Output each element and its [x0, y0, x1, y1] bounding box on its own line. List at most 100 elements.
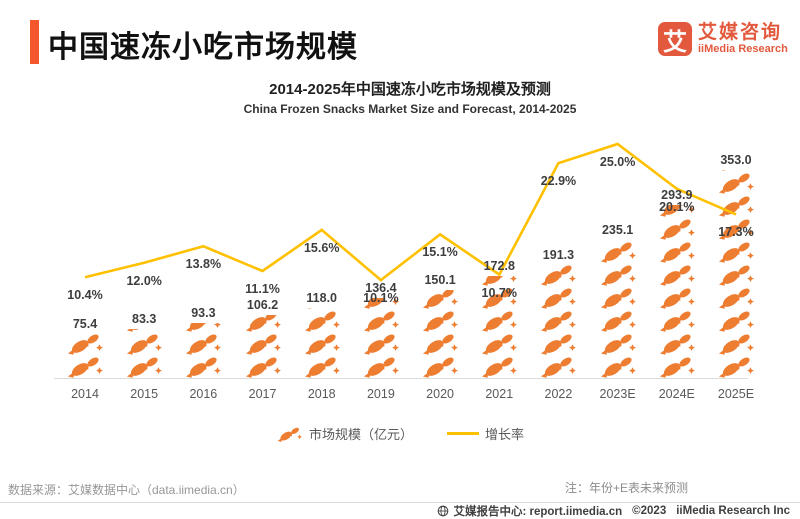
pictogram-icon-slot	[303, 308, 341, 310]
pictogram-icon-slot	[362, 355, 400, 378]
pictogram-icon-slot	[66, 355, 104, 378]
pictogram-icon-slot	[480, 332, 518, 356]
pictogram-icon-slot	[184, 332, 222, 356]
iimedia-logo-text: 艾媒咨询 iiMedia Research	[698, 22, 788, 56]
bar-value-label: 150.1	[424, 272, 456, 287]
frozen-snack-icon	[718, 355, 754, 378]
frozen-snack-icon	[600, 309, 636, 333]
frozen-snack-icon	[363, 332, 399, 356]
report-center-text: 艾媒报告中心: report.iimedia.cn	[453, 506, 623, 518]
frozen-snack-icon	[718, 332, 754, 356]
pictogram-icon-slot	[658, 217, 696, 241]
pictogram-icon-slot	[658, 286, 696, 310]
pictogram-icon-slot	[717, 286, 755, 310]
frozen-snack-icon	[482, 276, 518, 287]
frozen-snack-icon	[482, 309, 518, 333]
growth-rate-label: 10.1%	[363, 291, 399, 306]
frozen-snack-icon	[718, 286, 754, 310]
frozen-snack-icon	[186, 355, 222, 378]
pictogram-icon-slot	[658, 332, 696, 356]
frozen-snack-icon	[423, 289, 458, 310]
growth-rate-label: 22.9%	[540, 174, 577, 189]
frozen-snack-icon	[659, 217, 695, 241]
frozen-snack-icon	[718, 263, 754, 287]
frozen-snack-icon	[68, 355, 103, 378]
pictogram-icon-slot	[421, 289, 459, 310]
frozen-snack-icon	[245, 315, 281, 333]
frozen-snack-icon	[600, 263, 636, 287]
pictogram-icon-slot	[539, 355, 577, 378]
frozen-snack-icon	[304, 308, 340, 310]
bar-value-label: 172.8	[483, 259, 515, 274]
growth-rate-label: 11.1%	[245, 281, 280, 296]
bar-value-label: 83.3	[132, 311, 157, 326]
pictogram-icon-slot	[184, 355, 222, 378]
pictogram-bar	[421, 289, 459, 378]
x-axis-label: 2017	[248, 387, 277, 401]
x-axis-label: 2018	[307, 387, 336, 401]
pictogram-icon-slot	[599, 240, 637, 264]
brand-name-cn: 艾媒咨询	[698, 22, 783, 43]
legend-item-growth-rate: 增长率	[447, 424, 524, 443]
pictogram-icon-slot	[303, 309, 341, 333]
bar-value-label: 353.0	[720, 153, 752, 168]
frozen-snack-icon	[363, 309, 399, 333]
frozen-snack-icon	[127, 328, 163, 333]
pictogram-icon-slot	[480, 355, 518, 378]
bar-value-label: 106.2	[246, 298, 279, 313]
pictogram-bar	[303, 308, 341, 378]
frozen-snack-icon	[659, 355, 695, 378]
x-axis-label: 2014	[71, 387, 99, 401]
chart-title: 2014-2025年中国速冻小吃市场规模及预测	[269, 81, 551, 98]
pictogram-bar	[125, 328, 163, 378]
frozen-snack-icon	[659, 263, 695, 287]
company-name: iiMedia Research Inc	[676, 505, 790, 517]
pictogram-icon-slot	[421, 355, 459, 378]
report-center: 艾媒报告中心: report.iimedia.cn	[437, 503, 622, 519]
pictogram-icon-slot	[539, 265, 577, 287]
legend-label-growth-rate: 增长率	[485, 427, 525, 442]
x-axis-label: 2023E	[599, 387, 636, 401]
pictogram-bar	[717, 170, 755, 378]
frozen-snack-icon	[541, 286, 577, 310]
pictogram-icon-slot	[421, 332, 459, 356]
pictogram-icon-slot	[362, 332, 400, 356]
frozen-snack-icon	[718, 171, 754, 195]
x-axis-label: 2022	[544, 387, 573, 401]
pictogram-bar	[362, 297, 400, 378]
pictogram-icon-slot	[717, 194, 755, 218]
frozen-snack-icon	[600, 240, 636, 264]
frozen-snack-icon	[600, 286, 636, 310]
pictogram-icon-slot	[539, 332, 577, 356]
frozen-snack-icon	[600, 355, 636, 378]
frozen-snack-icon	[718, 240, 754, 264]
frozen-snack-icon	[186, 323, 222, 333]
bar-value-label: 75.4	[72, 316, 98, 331]
frozen-snack-icon	[482, 332, 518, 356]
pictogram-icon-slot	[717, 170, 755, 172]
iimedia-logo: 艾 艾媒咨询 iiMedia Research	[658, 22, 788, 56]
pictogram-icon-slot	[125, 328, 163, 333]
pictogram-icon-slot	[717, 263, 755, 287]
pictogram-bar	[539, 265, 577, 378]
frozen-snack-icon	[277, 425, 302, 442]
pictogram-icon-slot	[658, 309, 696, 333]
bottom-bar: 艾媒报告中心: report.iimedia.cn ©2023 iiMedia …	[0, 502, 800, 519]
frozen-snack-icon	[423, 355, 458, 378]
pictogram-bar	[244, 315, 282, 378]
pictogram-icon-slot	[658, 263, 696, 287]
pictogram-icon-slot	[658, 240, 696, 264]
frozen-snack-icon	[423, 332, 458, 356]
x-axis-label: 2025E	[717, 387, 755, 401]
growth-rate-label: 15.6%	[303, 240, 340, 255]
chart-legend: 市场规模（亿元） 增长率	[0, 424, 800, 443]
frozen-snack-icon	[304, 355, 340, 378]
frozen-snack-icon	[659, 332, 695, 356]
legend-item-market-size: 市场规模（亿元）	[276, 424, 413, 443]
data-source-note: 数据来源：艾媒数据中心（data.iimedia.cn）	[8, 483, 245, 497]
growth-rate-label: 10.7%	[481, 285, 517, 300]
frozen-snack-icon	[541, 309, 577, 333]
frozen-snack-icon	[718, 194, 754, 218]
growth-rate-label: 20.1%	[659, 199, 695, 214]
x-axis-label: 2016	[189, 387, 218, 401]
